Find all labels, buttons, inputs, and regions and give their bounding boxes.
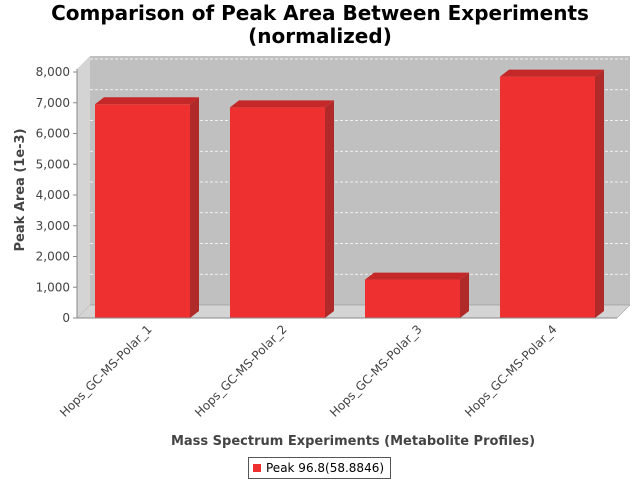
y-tick-label: 6,000 bbox=[36, 127, 70, 141]
legend-label: Peak 96.8(58.8846) bbox=[266, 461, 385, 475]
bar bbox=[230, 107, 325, 318]
bar bbox=[500, 76, 595, 318]
bar bbox=[95, 104, 190, 318]
bar-top bbox=[365, 272, 469, 280]
y-tick-label: 5,000 bbox=[36, 157, 70, 171]
bar-side bbox=[460, 272, 469, 318]
bar-top bbox=[500, 69, 604, 77]
bar-top bbox=[230, 100, 334, 108]
bar-side bbox=[595, 69, 604, 318]
y-tick-label: 8,000 bbox=[36, 65, 70, 79]
chart-title-line2: (normalized) bbox=[248, 24, 392, 48]
legend: Peak 96.8(58.8846) bbox=[248, 457, 392, 479]
bar bbox=[365, 279, 460, 318]
y-tick-label: 7,000 bbox=[36, 96, 70, 110]
y-tick-label: 2,000 bbox=[36, 250, 70, 264]
bar-side bbox=[190, 97, 199, 318]
x-tick-label: Hops_GC-MS-Polar_1 bbox=[57, 322, 155, 420]
x-axis-label: Mass Spectrum Experiments (Metabolite Pr… bbox=[171, 434, 535, 449]
x-tick-label: Hops_GC-MS-Polar_2 bbox=[192, 322, 290, 420]
y-tick-label: 1,000 bbox=[36, 280, 70, 294]
y-axis-label: Peak Area (1e-3) bbox=[13, 128, 28, 251]
x-tick-label: Hops_GC-MS-Polar_3 bbox=[327, 322, 425, 420]
legend-swatch bbox=[253, 464, 261, 472]
y-tick-label: 3,000 bbox=[36, 219, 70, 233]
y-tick-label: 0 bbox=[62, 311, 70, 325]
bar-top bbox=[95, 97, 199, 105]
chart-title-line1: Comparison of Peak Area Between Experime… bbox=[51, 1, 589, 25]
y-tick-label: 4,000 bbox=[36, 188, 70, 202]
chart-title: Comparison of Peak Area Between Experime… bbox=[0, 2, 640, 48]
bar-side bbox=[325, 100, 334, 318]
x-tick-label: Hops_GC-MS-Polar_4 bbox=[462, 322, 560, 420]
plot-left-wall bbox=[77, 56, 90, 318]
